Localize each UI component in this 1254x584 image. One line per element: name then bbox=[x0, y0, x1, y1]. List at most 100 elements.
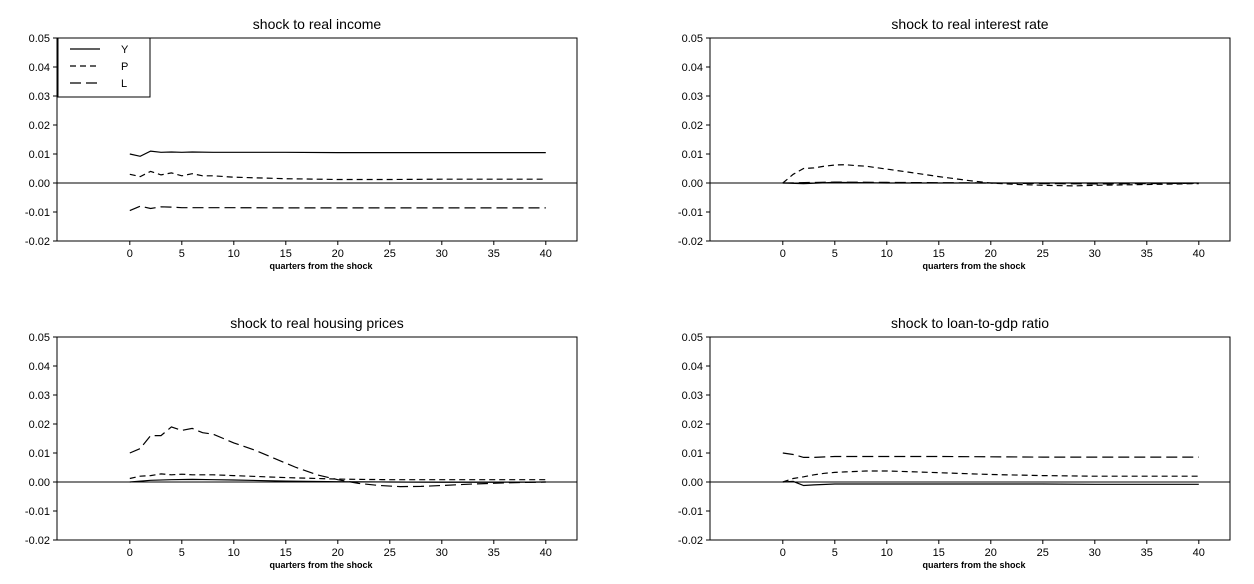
x-tick-label: 30 bbox=[436, 248, 448, 260]
y-tick-label: 0.02 bbox=[29, 120, 50, 132]
series-line-l bbox=[782, 181, 1199, 185]
y-tick-label: 0.01 bbox=[682, 149, 703, 161]
y-tick-label: 0.05 bbox=[29, 332, 50, 344]
x-tick-label: 5 bbox=[832, 248, 838, 260]
chart-panel-3: shock to real housing prices -0.02 -0.01 0.… bbox=[25, 315, 578, 570]
x-tick-label: 15 bbox=[933, 547, 945, 559]
x-tick-label: 35 bbox=[488, 547, 500, 559]
chart-panel-4: shock to loan-to-gdp ratio -0.02 -0.01 0.00… bbox=[678, 315, 1231, 570]
x-axis-label: quarters from the shock bbox=[922, 560, 1026, 570]
x-tick-label: 20 bbox=[985, 248, 997, 260]
x-axis-label: quarters from the shock bbox=[269, 560, 373, 570]
x-axis-label: quarters from the shock bbox=[269, 261, 373, 271]
series-line-y bbox=[129, 478, 546, 483]
chart-title: shock to real housing prices bbox=[230, 315, 404, 331]
series-line-p bbox=[129, 170, 546, 181]
x-tick-label: 25 bbox=[1037, 547, 1049, 559]
x-tick-label: 20 bbox=[985, 547, 997, 559]
x-tick-label: 10 bbox=[228, 547, 240, 559]
legend-label-y: Y bbox=[121, 44, 129, 56]
x-tick-label: 25 bbox=[1037, 248, 1049, 260]
y-tick-label: 0.01 bbox=[682, 448, 703, 460]
y-tick-label: 0.03 bbox=[682, 91, 703, 103]
x-tick-label: 35 bbox=[1141, 547, 1153, 559]
x-tick-label: 15 bbox=[280, 248, 292, 260]
series-line-y bbox=[782, 480, 1199, 487]
x-tick-label: 40 bbox=[540, 547, 552, 559]
x-tick-label: 5 bbox=[179, 248, 185, 260]
x-tick-label: 10 bbox=[228, 248, 240, 260]
x-tick-label: 10 bbox=[881, 248, 893, 260]
x-tick-label: 0 bbox=[127, 248, 133, 260]
y-tick-label: -0.01 bbox=[678, 207, 703, 219]
chart-title: shock to real interest rate bbox=[891, 16, 1048, 32]
y-tick-label: 0.05 bbox=[682, 332, 703, 344]
legend: YPL bbox=[57, 37, 151, 98]
x-tick-label: 40 bbox=[540, 248, 552, 260]
y-tick-label: 0.04 bbox=[682, 361, 703, 373]
x-tick-label: 40 bbox=[1193, 248, 1205, 260]
y-tick-label: -0.01 bbox=[25, 207, 50, 219]
y-tick-label: -0.02 bbox=[25, 535, 50, 547]
plot-frame bbox=[56, 37, 578, 242]
y-tick-label: 0.05 bbox=[682, 33, 703, 45]
y-tick-label: 0.03 bbox=[29, 390, 50, 402]
legend-label-l: L bbox=[121, 78, 127, 90]
x-tick-label: 35 bbox=[1141, 248, 1153, 260]
y-tick-label: 0.04 bbox=[29, 361, 50, 373]
x-tick-label: 30 bbox=[1089, 248, 1101, 260]
y-tick-label: 0.03 bbox=[29, 91, 50, 103]
chart-panel-2: shock to real interest rate -0.02 -0.01 0.0… bbox=[678, 16, 1231, 271]
x-tick-label: 15 bbox=[280, 547, 292, 559]
legend-label-p: P bbox=[121, 61, 128, 73]
x-tick-label: 0 bbox=[780, 547, 786, 559]
y-tick-label: 0.02 bbox=[682, 419, 703, 431]
y-tick-label: 0.04 bbox=[29, 62, 50, 74]
y-tick-label: 0.00 bbox=[682, 477, 703, 489]
x-axis-label: quarters from the shock bbox=[922, 261, 1026, 271]
series-line-l bbox=[129, 426, 546, 488]
x-tick-label: 35 bbox=[488, 248, 500, 260]
x-tick-label: 10 bbox=[881, 547, 893, 559]
plot-frame bbox=[709, 336, 1231, 541]
y-tick-label: 0.03 bbox=[682, 390, 703, 402]
chart-panel-1: shock to real income -0.02 -0.01 0.00 0.01 0.… bbox=[25, 16, 578, 271]
x-tick-label: 20 bbox=[332, 547, 344, 559]
x-tick-label: 25 bbox=[384, 248, 396, 260]
x-tick-label: 40 bbox=[1193, 547, 1205, 559]
series-line-l bbox=[782, 452, 1199, 458]
x-tick-label: 5 bbox=[179, 547, 185, 559]
x-tick-label: 0 bbox=[780, 248, 786, 260]
y-tick-label: 0.00 bbox=[682, 178, 703, 190]
y-tick-label: 0.01 bbox=[29, 149, 50, 161]
x-tick-label: 30 bbox=[436, 547, 448, 559]
y-tick-label: 0.01 bbox=[29, 448, 50, 460]
series-line-y bbox=[129, 150, 546, 157]
legend-box bbox=[57, 37, 151, 98]
series-line-l bbox=[129, 205, 546, 212]
y-tick-label: 0.04 bbox=[682, 62, 703, 74]
y-tick-label: -0.02 bbox=[678, 236, 703, 248]
x-tick-label: 20 bbox=[332, 248, 344, 260]
plot-frame bbox=[56, 336, 578, 541]
x-tick-label: 25 bbox=[384, 547, 396, 559]
x-tick-label: 30 bbox=[1089, 547, 1101, 559]
y-tick-label: 0.00 bbox=[29, 477, 50, 489]
y-tick-label: 0.05 bbox=[29, 33, 50, 45]
chart-title: shock to real income bbox=[253, 16, 382, 32]
chart-title: shock to loan-to-gdp ratio bbox=[891, 315, 1049, 331]
y-tick-label: 0.02 bbox=[682, 120, 703, 132]
x-tick-label: 5 bbox=[832, 547, 838, 559]
y-tick-label: 0.02 bbox=[29, 419, 50, 431]
y-tick-label: -0.01 bbox=[678, 506, 703, 518]
series-line-p bbox=[782, 470, 1199, 483]
plot-frame bbox=[709, 37, 1231, 242]
y-tick-label: -0.02 bbox=[25, 236, 50, 248]
x-tick-label: 0 bbox=[127, 547, 133, 559]
y-tick-label: -0.01 bbox=[25, 506, 50, 518]
x-tick-label: 15 bbox=[933, 248, 945, 260]
y-tick-label: -0.02 bbox=[678, 535, 703, 547]
series-line-p bbox=[782, 164, 1199, 187]
y-tick-label: 0.00 bbox=[29, 178, 50, 190]
